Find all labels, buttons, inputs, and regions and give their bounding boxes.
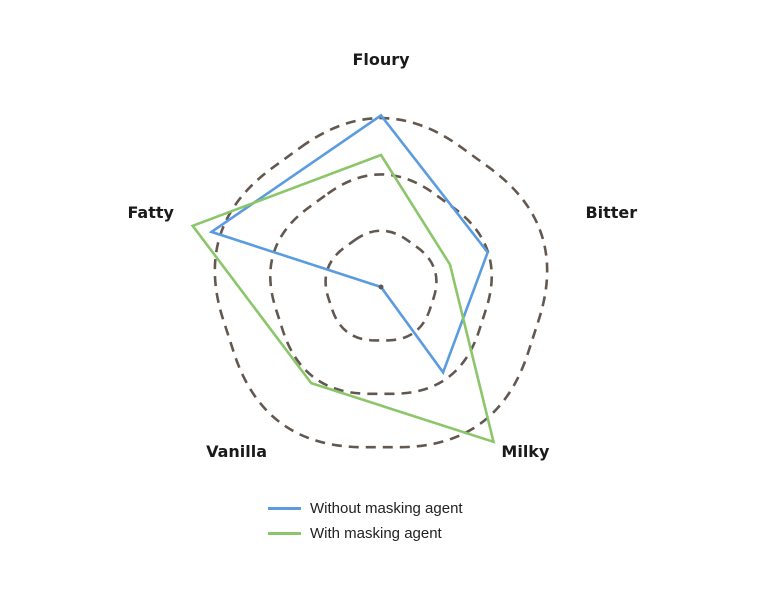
grid-ring-2 — [269, 173, 493, 396]
axis-label-milky: Milky — [501, 442, 550, 461]
axis-label-bitter: Bitter — [585, 203, 637, 222]
axis-labels: Floury Bitter Milky Vanilla Fatty — [127, 50, 637, 461]
series-line-2 — [190, 153, 496, 444]
legend: Without masking agent With masking agent — [268, 496, 463, 546]
radar-series — [190, 113, 496, 444]
axis-label-vanilla: Vanilla — [206, 442, 267, 461]
series-line-1 — [208, 113, 490, 376]
legend-label-series-1: Without masking agent — [310, 500, 463, 517]
legend-item-series-2: With masking agent — [268, 521, 463, 546]
legend-label-series-2: With masking agent — [310, 525, 442, 542]
axis-label-fatty: Fatty — [127, 203, 174, 222]
grid-ring-3 — [213, 116, 549, 449]
axis-label-floury: Floury — [352, 50, 410, 69]
legend-swatch-series-2 — [268, 532, 301, 535]
legend-swatch-series-1 — [268, 507, 301, 510]
grid-ring-1 — [324, 229, 438, 342]
radar-grid — [213, 116, 549, 449]
radar-center-dot — [378, 284, 384, 290]
legend-item-series-1: Without masking agent — [268, 496, 463, 521]
